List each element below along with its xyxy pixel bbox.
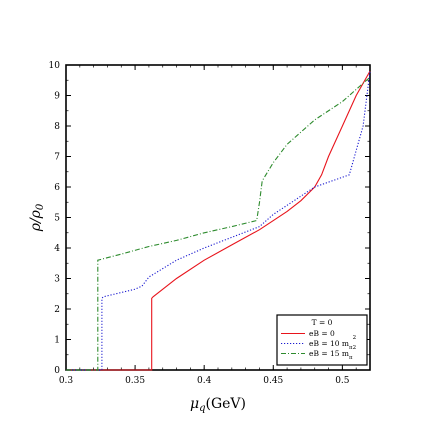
legend-entry-1: eB = 10 mπ2 [309, 335, 356, 351]
y-tick-label-6: 6 [54, 183, 60, 193]
y-tick-label-8: 8 [54, 122, 60, 132]
legend-entry-name: eB = 15 m [309, 349, 349, 358]
x-tick-label-0: 0.3 [59, 376, 74, 386]
legend-entry-subscript: π [349, 345, 353, 351]
legend-title: T = 0 [312, 318, 333, 327]
y-tick-label-4: 4 [54, 244, 60, 254]
y-tick-label-1: 1 [54, 336, 60, 346]
y-tick-label-0: 0 [54, 366, 60, 376]
legend-box [276, 314, 368, 366]
x-axis-label: μq(GeV) [190, 396, 246, 414]
x-tick-label-2: 0.4 [197, 376, 212, 386]
series-line-2 [66, 76, 371, 371]
y-axis-label-sub: 0 [35, 203, 46, 210]
legend-entry-2: eB = 15 mπ2 [309, 345, 356, 361]
legend-entry-name: eB = 10 m [309, 339, 349, 348]
x-axis-label-part: μ [190, 396, 199, 412]
legend-entry-0: eB = 0 [309, 329, 335, 338]
legend-entry-superscript: 2 [353, 335, 357, 341]
legend-entry-name: eB = 0 [309, 329, 335, 338]
y-tick-label-10: 10 [49, 61, 61, 71]
x-axis-label-part: q [199, 403, 205, 414]
x-axis-label-part: (GeV) [206, 396, 247, 412]
y-tick-label-9: 9 [54, 92, 60, 102]
series-line-0 [66, 70, 371, 371]
y-tick-label-2: 2 [54, 305, 60, 315]
legend-entry-superscript: 2 [353, 345, 357, 351]
x-tick-label-4: 0.5 [335, 376, 350, 386]
legend-entry-subscript: π [349, 355, 353, 361]
y-axis-label: ρ/ρ0 [28, 203, 46, 232]
y-tick-label-7: 7 [54, 153, 60, 163]
y-tick-label-3: 3 [54, 275, 60, 285]
x-tick-label-1: 0.35 [125, 376, 145, 386]
x-tick-label-3: 0.45 [263, 376, 283, 386]
y-axis-label-main: ρ/ρ [28, 209, 44, 232]
y-tick-label-5: 5 [54, 214, 60, 224]
